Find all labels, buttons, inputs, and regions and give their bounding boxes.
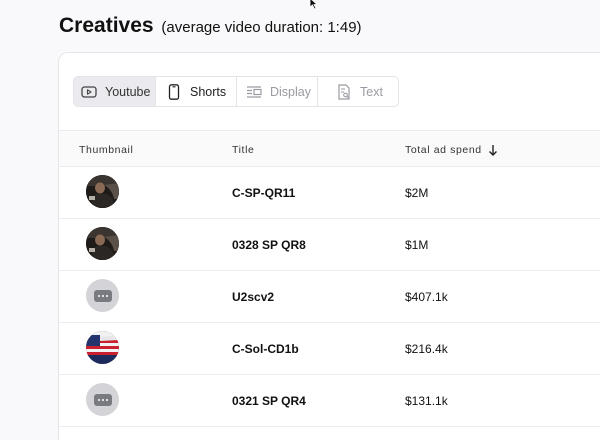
video-thumbnail: [86, 175, 119, 208]
page-subtitle: (average video duration: 1:49): [161, 19, 362, 36]
creatives-card: Youtube Shorts Display Text Thumbnail Ti…: [58, 52, 600, 440]
format-tabs: Youtube Shorts Display Text: [73, 76, 399, 107]
table-row[interactable]: 0328 SP QR8 $1M: [59, 219, 600, 271]
display-icon: [246, 84, 262, 100]
text-doc-icon: [336, 83, 352, 100]
row-total-ad-spend: $216.4k: [405, 342, 448, 356]
page-title-text: Creatives: [59, 14, 154, 37]
video-thumbnail: [86, 331, 119, 364]
row-total-ad-spend: $1M: [405, 238, 429, 252]
row-title: U2scv2: [232, 290, 275, 304]
table-row[interactable]: C-Sol-CD1b $216.4k: [59, 323, 600, 375]
thumbnail-placeholder: [86, 279, 119, 312]
tab-text[interactable]: Text: [318, 77, 398, 106]
mouse-cursor-icon: [309, 0, 319, 10]
tab-display-label: Display: [270, 84, 311, 99]
row-total-ad-spend: $407.1k: [405, 290, 448, 304]
page-title: Creatives (average video duration: 1:49): [59, 14, 362, 38]
phone-icon: [166, 83, 182, 100]
row-title: C-SP-QR11: [232, 186, 296, 200]
table-row[interactable]: U2scv2 $407.1k: [59, 271, 600, 323]
tab-text-label: Text: [360, 84, 383, 99]
sort-descending-icon: [488, 145, 497, 156]
table-row[interactable]: C-SP-QR11 $2M: [59, 167, 600, 219]
video-thumbnail: [86, 227, 119, 260]
table-header: Thumbnail Title Total ad spend: [59, 130, 600, 167]
play-icon: [81, 84, 97, 100]
row-total-ad-spend: $131.1k: [405, 394, 448, 408]
column-header-title: Title: [232, 144, 255, 156]
table-row[interactable]: 0321 SP QR4 $131.1k: [59, 375, 600, 427]
row-title: C-Sol-CD1b: [232, 342, 299, 356]
row-title: 0328 SP QR8: [232, 238, 306, 252]
tab-youtube-label: Youtube: [105, 84, 151, 99]
more-dots-icon: [93, 289, 112, 302]
tab-shorts-label: Shorts: [190, 84, 227, 99]
tab-display[interactable]: Display: [237, 77, 318, 106]
more-dots-icon: [93, 393, 112, 406]
column-header-total-ad-spend-label: Total ad spend: [405, 144, 482, 156]
row-title: 0321 SP QR4: [232, 394, 306, 408]
column-header-thumbnail: Thumbnail: [79, 144, 134, 156]
thumbnail-placeholder: [86, 383, 119, 416]
tab-shorts[interactable]: Shorts: [156, 77, 237, 106]
row-total-ad-spend: $2M: [405, 186, 429, 200]
tab-youtube[interactable]: Youtube: [74, 77, 156, 106]
column-header-total-ad-spend[interactable]: Total ad spend: [405, 144, 498, 156]
